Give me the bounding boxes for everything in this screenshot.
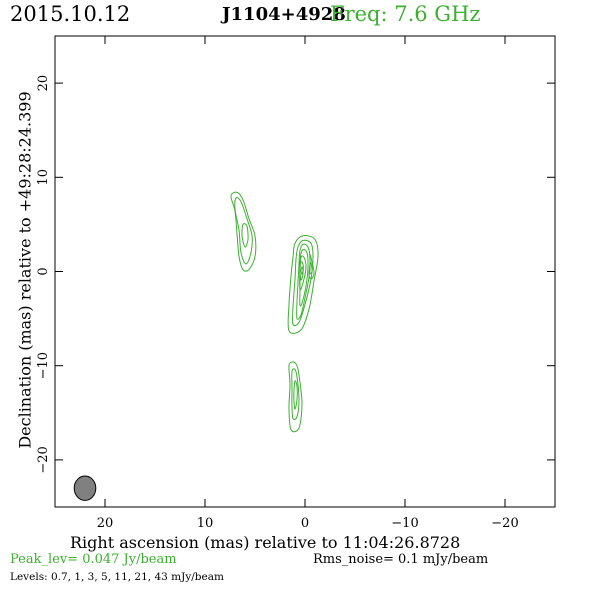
y-axis-label: Declination (mas) relative to +49:28:24.… xyxy=(15,91,35,449)
x-tick-label: 20 xyxy=(97,516,114,531)
source-name: J1104+4928 xyxy=(222,4,346,25)
contour-sw_knot-1 xyxy=(291,368,300,420)
y-tick-label: 20 xyxy=(36,75,51,92)
contour-east-1 xyxy=(309,262,313,275)
y-tick-label: −20 xyxy=(36,446,51,473)
plot-frame xyxy=(54,35,556,508)
x-tick-label: −10 xyxy=(391,516,418,531)
frequency-label: Freq: 7.6 GHz xyxy=(330,2,481,26)
contour-sw_knot-3 xyxy=(293,380,298,410)
beam-layer xyxy=(73,475,97,501)
x-tick-label: 10 xyxy=(197,516,214,531)
x-tick-label: −20 xyxy=(491,516,518,531)
contour-core-21 xyxy=(299,261,304,281)
contour-sw_knot-0p7 xyxy=(288,361,303,433)
peak-level: Peak_lev= 0.047 Jy/beam xyxy=(10,552,177,567)
y-tick-label: 0 xyxy=(36,267,51,275)
contour-ne_knot-1 xyxy=(234,197,253,265)
contour-layer xyxy=(230,191,319,433)
contour-ne_knot-3 xyxy=(241,223,249,248)
beam-ellipse xyxy=(73,475,97,501)
contour-core-1 xyxy=(291,239,314,327)
contour-ne_knot-0p7 xyxy=(230,191,257,272)
tick-layer: 20 10 0 −10 −20 20 10 0 −10 −20 xyxy=(36,36,555,531)
observation-date: 2015.10.12 xyxy=(10,2,131,26)
contour-core-0p7 xyxy=(287,235,319,334)
contour-core-43 xyxy=(300,266,304,275)
y-tick-label: −10 xyxy=(36,352,51,379)
x-tick-label: 0 xyxy=(301,516,309,531)
rms-noise: Rms_noise= 0.1 mJy/beam xyxy=(313,552,489,567)
y-tick-label: 10 xyxy=(36,169,51,186)
contour-levels: Levels: 0.7, 1, 3, 5, 11, 21, 43 mJy/bea… xyxy=(10,571,224,583)
x-axis-label: Right ascension (mas) relative to 11:04:… xyxy=(70,533,461,552)
contour-core-3 xyxy=(296,243,311,320)
